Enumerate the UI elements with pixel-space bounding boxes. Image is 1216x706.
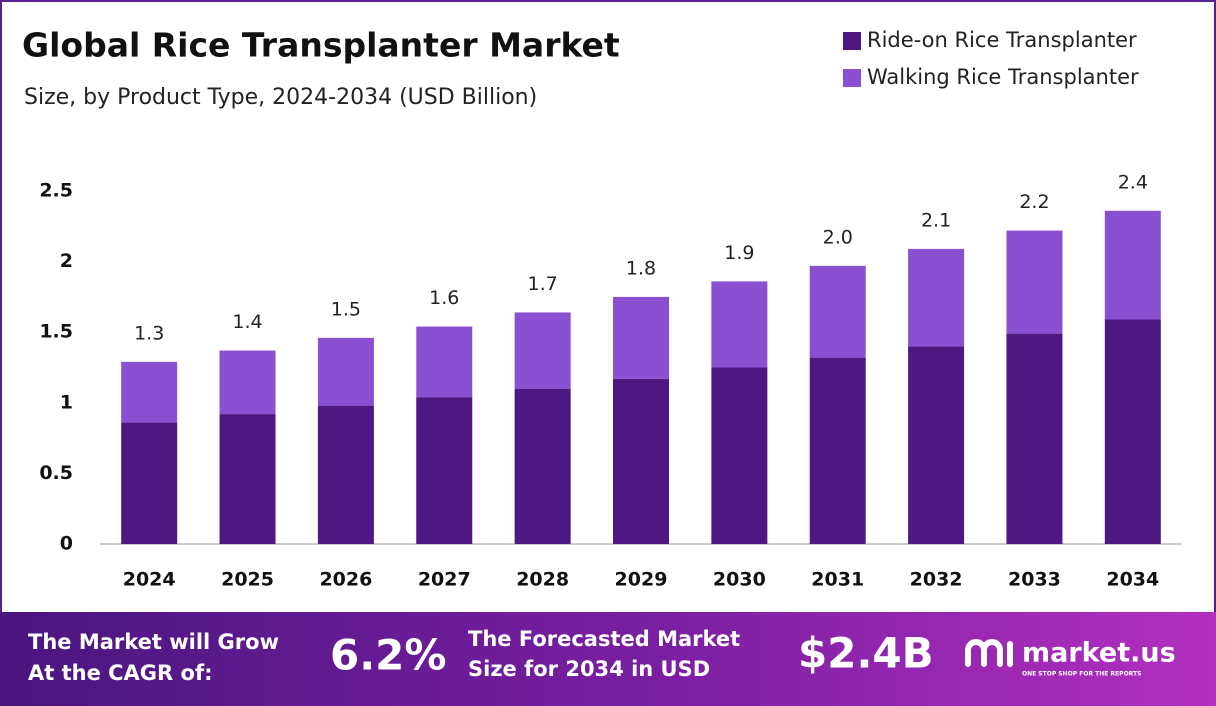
- x-tick-label: 2030: [713, 569, 766, 591]
- bar-segment: [613, 296, 669, 379]
- x-tick-label: 2034: [1106, 569, 1159, 591]
- footer-banner: [0, 612, 1216, 706]
- cagr-value: 6.2%: [330, 631, 446, 680]
- chart-title: Global Rice Transplanter Market: [22, 26, 620, 65]
- total-label: 1.6: [429, 287, 459, 309]
- bar-segment: [1006, 230, 1063, 334]
- x-tick-label: 2031: [811, 569, 864, 591]
- total-label: 2.2: [1019, 191, 1049, 213]
- y-tick-label: 2.5: [39, 180, 73, 202]
- bar-segment: [219, 414, 276, 544]
- total-label: 2.0: [823, 226, 853, 248]
- x-tick-label: 2029: [615, 569, 668, 591]
- bar-segment: [711, 367, 768, 544]
- bar-segment: [121, 361, 178, 423]
- bar-segment: [317, 337, 374, 406]
- bar-segment: [809, 265, 866, 358]
- bar-segment: [514, 388, 571, 544]
- bar-segment: [908, 346, 965, 544]
- x-tick-label: 2033: [1008, 569, 1061, 591]
- y-tick-label: 2: [60, 250, 73, 272]
- bar-segment: [613, 378, 669, 544]
- x-tick-label: 2027: [418, 569, 471, 591]
- bar-segment: [121, 422, 178, 544]
- bar-segment: [1006, 333, 1063, 544]
- bar-segment: [416, 397, 473, 544]
- footer-text: The Forecasted Market: [468, 627, 740, 651]
- bar-segment: [1104, 319, 1161, 544]
- x-tick-label: 2032: [910, 569, 963, 591]
- total-label: 1.4: [232, 311, 262, 333]
- brand-logo: [965, 639, 1013, 667]
- total-label: 1.3: [134, 322, 164, 344]
- footer-text: At the CAGR of:: [28, 661, 213, 685]
- forecast-value: $2.4B: [798, 629, 934, 678]
- bar-segment: [317, 405, 374, 544]
- y-tick-label: 1: [60, 391, 73, 413]
- legend-swatch: [843, 69, 861, 87]
- chart-subtitle: Size, by Product Type, 2024-2034 (USD Bi…: [24, 85, 537, 110]
- x-tick-label: 2024: [123, 569, 176, 591]
- brand-name: market.us: [1022, 638, 1176, 669]
- total-label: 1.7: [528, 273, 558, 295]
- x-tick-label: 2028: [516, 569, 569, 591]
- total-label: 1.9: [724, 242, 754, 264]
- legend-label: Ride-on Rice Transplanter: [867, 28, 1137, 52]
- bar-segment: [416, 326, 473, 398]
- footer-text: The Market will Grow: [28, 630, 279, 654]
- bar-segment: [1104, 210, 1161, 320]
- y-tick-label: 0: [60, 533, 73, 555]
- brand-tagline: ONE STOP SHOP FOR THE REPORTS: [1022, 671, 1141, 678]
- y-tick-label: 1.5: [39, 321, 73, 343]
- legend-label: Walking Rice Transplanter: [867, 65, 1139, 89]
- x-tick-label: 2026: [319, 569, 372, 591]
- total-label: 1.5: [331, 298, 361, 320]
- bar-segment: [219, 350, 276, 415]
- total-label: 1.8: [626, 257, 656, 279]
- bar-segment: [908, 248, 965, 347]
- legend-swatch: [843, 32, 861, 50]
- bar-segment: [514, 312, 571, 389]
- y-tick-label: 0.5: [39, 462, 73, 484]
- bar-segment: [809, 357, 866, 544]
- x-tick-label: 2025: [221, 569, 274, 591]
- total-label: 2.1: [921, 209, 951, 231]
- footer-text: Size for 2034 in USD: [468, 657, 710, 681]
- total-label: 2.4: [1118, 171, 1148, 193]
- bar-segment: [711, 281, 768, 368]
